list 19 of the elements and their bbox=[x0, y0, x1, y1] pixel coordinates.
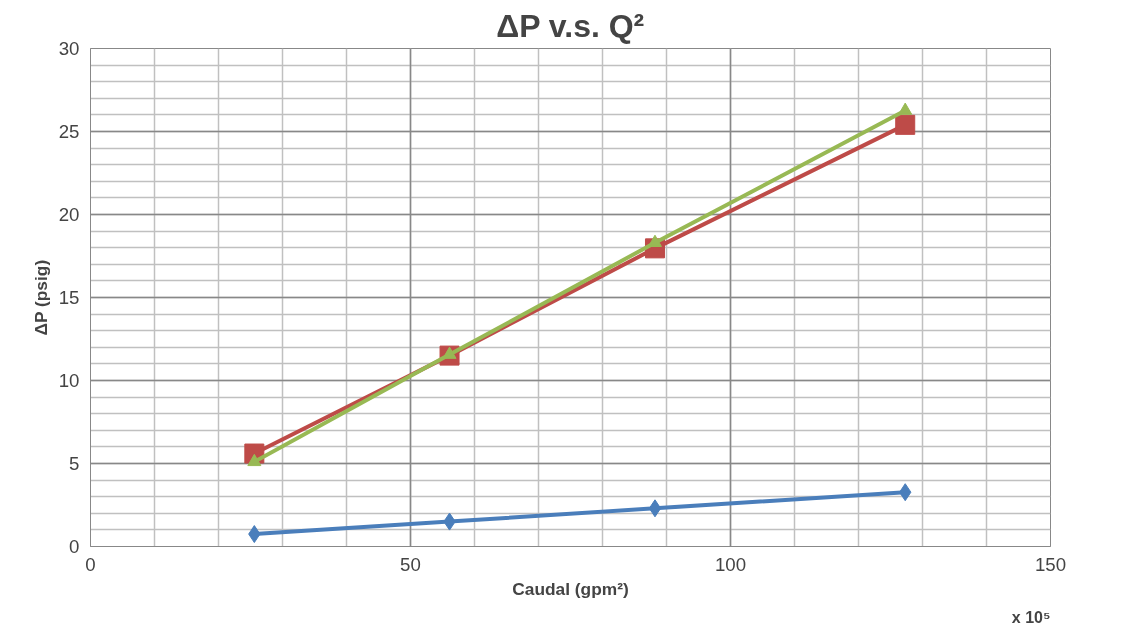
y-tick-label: 0 bbox=[69, 536, 80, 557]
x-tick-label: 0 bbox=[85, 553, 96, 575]
chart-title: ΔP v.s. Q² bbox=[496, 7, 645, 44]
y-tick-label: 25 bbox=[58, 121, 80, 142]
y-tick-label: 15 bbox=[58, 287, 80, 308]
point bbox=[895, 114, 916, 135]
y-tick-label: 5 bbox=[69, 453, 80, 474]
x-tick-label: 150 bbox=[1034, 553, 1067, 575]
x-tick-label: 50 bbox=[400, 553, 421, 575]
x-tick-label: 100 bbox=[714, 553, 747, 575]
y-axis-title: ΔP (psig) bbox=[30, 259, 51, 336]
text: x 10⁵ bbox=[1011, 608, 1051, 626]
point bbox=[898, 102, 913, 115]
y-tick-label: 30 bbox=[58, 38, 80, 59]
point bbox=[647, 234, 662, 247]
y-tick-label: 10 bbox=[58, 370, 80, 391]
point bbox=[648, 499, 662, 518]
y-tick-label: 20 bbox=[58, 204, 80, 225]
x-axis-title: Caudal (gpm²) bbox=[512, 578, 629, 599]
